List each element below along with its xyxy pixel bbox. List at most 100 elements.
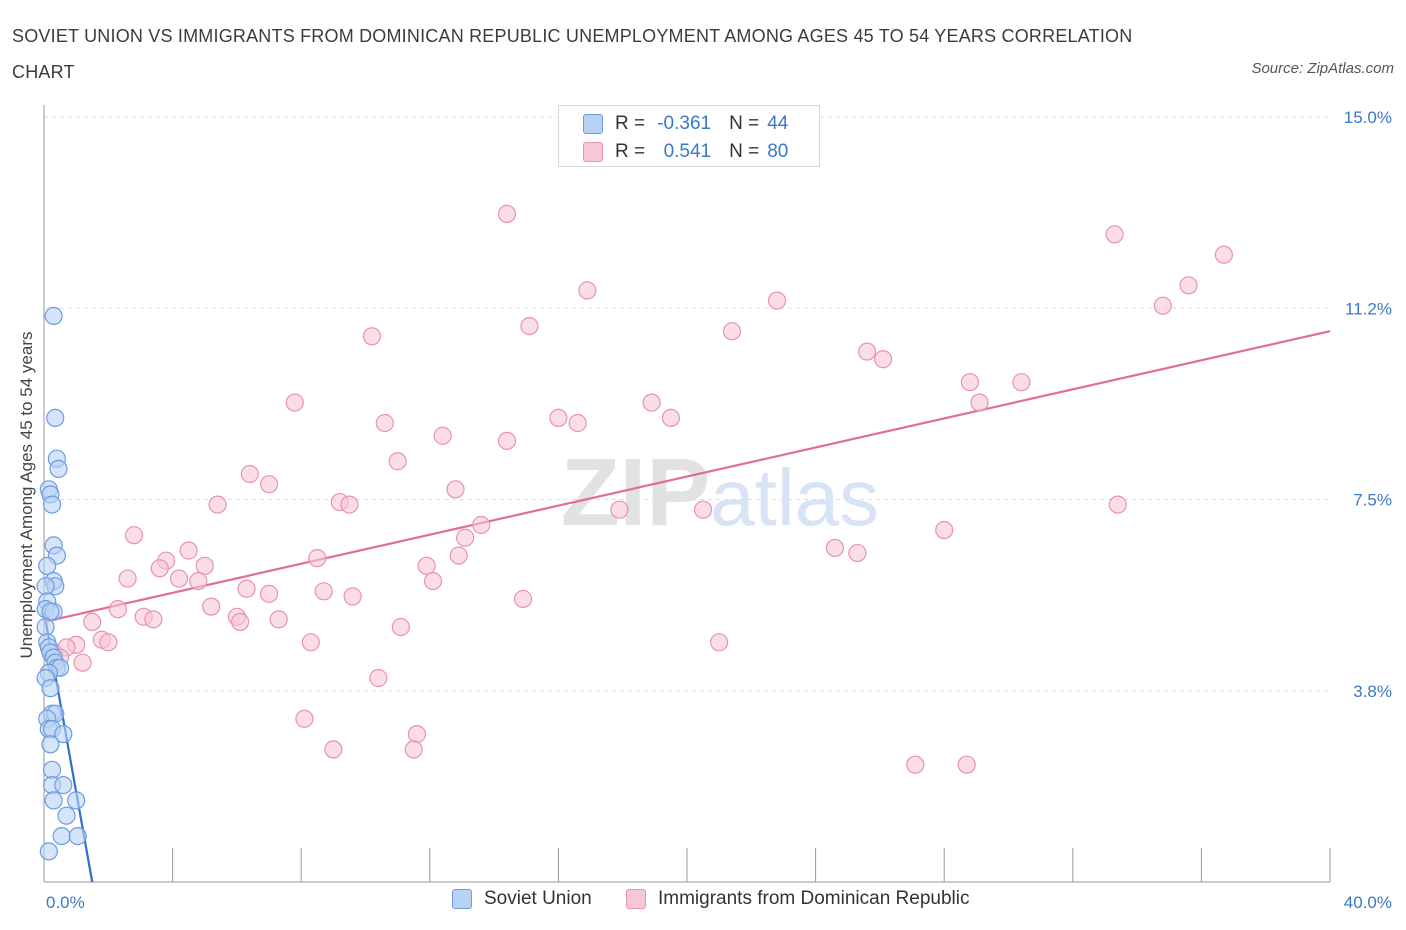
data-point-dominican-republic bbox=[340, 495, 359, 514]
data-point-dominican-republic bbox=[568, 413, 587, 433]
chart-title: SOVIET UNION VS IMMIGRANTS FROM DOMINICA… bbox=[12, 26, 1133, 82]
data-point-soviet-union bbox=[54, 724, 73, 744]
data-point-dominican-republic bbox=[269, 610, 288, 629]
data-point-dominican-republic bbox=[610, 500, 629, 519]
data-point-soviet-union bbox=[52, 826, 71, 846]
data-point-dominican-republic bbox=[472, 515, 491, 535]
data-point-dominican-republic bbox=[957, 755, 976, 774]
data-point-dominican-republic bbox=[237, 579, 256, 598]
data-point-soviet-union bbox=[49, 459, 68, 478]
data-point-dominican-republic bbox=[295, 709, 314, 728]
data-point-dominican-republic bbox=[497, 431, 517, 450]
x-tick-label: 0.0% bbox=[46, 893, 85, 912]
data-point-dominican-republic bbox=[144, 610, 163, 629]
data-point-dominican-republic bbox=[308, 549, 327, 568]
data-point-dominican-republic bbox=[497, 204, 517, 223]
series-legend: Soviet Union Immigrants from Dominican R… bbox=[0, 888, 1406, 916]
data-point-dominican-republic bbox=[642, 393, 661, 412]
data-point-dominican-republic bbox=[195, 556, 214, 575]
data-point-soviet-union bbox=[38, 556, 57, 575]
legend-row-dominican-republic: R = 0.541 N = 80 bbox=[583, 139, 788, 165]
data-point-dominican-republic bbox=[935, 520, 954, 540]
data-point-dominican-republic bbox=[301, 633, 320, 652]
data-point-dominican-republic bbox=[285, 393, 304, 412]
data-point-dominican-republic bbox=[99, 633, 118, 652]
data-point-dominican-republic bbox=[73, 653, 92, 672]
watermark: ZIPatlas bbox=[561, 439, 879, 546]
legend-n-value: 44 bbox=[767, 113, 789, 134]
data-point-dominican-republic bbox=[710, 633, 729, 652]
data-point-dominican-republic bbox=[874, 350, 893, 369]
data-point-dominican-republic bbox=[208, 495, 227, 514]
data-point-dominican-republic bbox=[179, 541, 198, 560]
data-point-dominican-republic bbox=[150, 559, 169, 578]
y-tick-label: 15.0% bbox=[1344, 108, 1392, 127]
data-point-dominican-republic bbox=[423, 571, 443, 591]
data-point-dominican-republic bbox=[1105, 225, 1124, 244]
data-point-soviet-union bbox=[42, 495, 62, 514]
data-point-dominican-republic bbox=[108, 600, 128, 619]
data-point-dominican-republic bbox=[343, 587, 362, 606]
data-point-dominican-republic bbox=[449, 546, 468, 565]
y-tick-label: 7.5% bbox=[1353, 491, 1392, 510]
data-point-dominican-republic bbox=[369, 668, 388, 688]
data-point-dominican-republic bbox=[767, 291, 787, 310]
data-point-soviet-union bbox=[36, 617, 55, 637]
data-point-soviet-union bbox=[44, 791, 63, 810]
data-point-dominican-republic bbox=[578, 281, 597, 300]
data-point-dominican-republic bbox=[456, 528, 475, 547]
trend-lines bbox=[42, 330, 1331, 883]
data-point-dominican-republic bbox=[1179, 276, 1198, 295]
legend-r-value: 0.541 bbox=[663, 141, 712, 162]
data-point-soviet-union bbox=[54, 775, 73, 795]
data-point-soviet-union bbox=[67, 791, 86, 810]
data-point-dominican-republic bbox=[240, 464, 259, 484]
legend-swatch-dominican-republic bbox=[583, 142, 603, 162]
series-legend-label: Soviet Union bbox=[484, 888, 592, 909]
data-point-dominican-republic bbox=[407, 724, 427, 744]
data-points bbox=[36, 204, 1234, 861]
data-point-dominican-republic bbox=[259, 475, 279, 494]
legend-row-soviet-union: R = -0.361 N = 44 bbox=[583, 111, 788, 137]
gridlines bbox=[44, 116, 1330, 692]
series-legend-item-soviet-union: Soviet Union bbox=[452, 888, 592, 910]
data-point-soviet-union bbox=[44, 306, 63, 325]
data-point-dominican-republic bbox=[513, 589, 533, 609]
legend-n-value: 80 bbox=[767, 141, 789, 162]
data-point-dominican-republic bbox=[970, 393, 989, 412]
source-note: Source: ZipAtlas.com bbox=[1251, 60, 1394, 77]
data-point-dominican-republic bbox=[857, 342, 877, 361]
data-point-dominican-republic bbox=[83, 612, 102, 632]
y-tick-label: 3.8% bbox=[1353, 682, 1392, 701]
data-point-dominican-republic bbox=[722, 322, 742, 341]
correlation-legend: R = -0.361 N = 44 R = 0.541 N = 80 bbox=[558, 105, 820, 167]
data-point-dominican-republic bbox=[404, 740, 423, 759]
data-point-dominican-republic bbox=[661, 408, 681, 427]
data-point-dominican-republic bbox=[1153, 296, 1172, 315]
y-tick-labels: 3.8% 7.5% 11.2% 15.0% bbox=[1344, 108, 1392, 701]
series-legend-label: Immigrants from Dominican Republic bbox=[658, 888, 970, 909]
data-point-dominican-republic bbox=[189, 571, 208, 591]
data-point-soviet-union bbox=[39, 842, 58, 861]
x-tick-label: 40.0% bbox=[1344, 893, 1392, 912]
legend-r-label: R = bbox=[615, 113, 646, 134]
data-point-dominican-republic bbox=[124, 526, 144, 545]
data-point-soviet-union bbox=[41, 602, 60, 621]
data-point-dominican-republic bbox=[848, 543, 867, 563]
data-point-dominican-republic bbox=[388, 452, 407, 471]
data-point-dominican-republic bbox=[259, 584, 279, 603]
legend-n-label: N = bbox=[729, 113, 760, 134]
data-point-dominican-republic bbox=[960, 373, 980, 392]
data-point-soviet-union bbox=[57, 806, 76, 825]
series-legend-swatch bbox=[626, 889, 646, 909]
data-point-soviet-union bbox=[41, 735, 60, 754]
data-point-dominican-republic bbox=[549, 408, 568, 427]
x-tick-labels: 0.0% 40.0% bbox=[46, 893, 1392, 912]
series-legend-swatch bbox=[452, 889, 472, 909]
data-point-dominican-republic bbox=[231, 612, 250, 632]
data-point-soviet-union bbox=[46, 408, 65, 427]
data-point-soviet-union bbox=[36, 577, 55, 596]
legend-r-label: R = bbox=[615, 141, 646, 162]
data-point-soviet-union bbox=[41, 679, 60, 698]
data-point-dominican-republic bbox=[202, 597, 221, 616]
